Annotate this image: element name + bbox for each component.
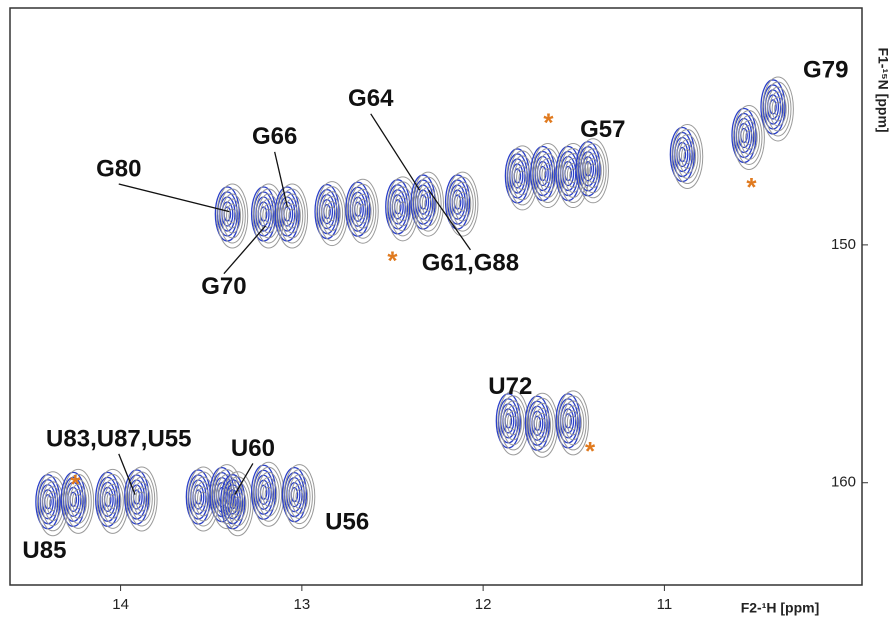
peak-label: G64 bbox=[348, 85, 394, 112]
chart: F2-¹H [ppm] F1-¹⁵N [ppm] 14 13 12 11 150 160 *… bbox=[0, 0, 896, 625]
peak bbox=[496, 391, 528, 455]
peak-label: U85 bbox=[22, 537, 66, 564]
y-tick-label: 160 bbox=[831, 474, 856, 491]
asterisk: * bbox=[543, 108, 554, 138]
peak bbox=[215, 184, 247, 248]
peak bbox=[576, 139, 608, 203]
peak-label: G79 bbox=[803, 57, 848, 84]
plot-frame bbox=[10, 8, 862, 585]
leader-line bbox=[275, 152, 288, 207]
peak-label: U72 bbox=[488, 373, 532, 400]
y-axis-label: F1-¹⁵N [ppm] bbox=[875, 47, 891, 132]
peak bbox=[446, 172, 478, 236]
leader-line bbox=[371, 114, 420, 190]
peak bbox=[96, 469, 128, 533]
asterisk: * bbox=[387, 246, 398, 276]
peak bbox=[346, 179, 378, 243]
peak bbox=[732, 105, 764, 169]
x-tick-label: 11 bbox=[657, 596, 673, 613]
x-tick-label: 13 bbox=[294, 596, 311, 613]
peak-label: G57 bbox=[580, 116, 625, 143]
peak bbox=[761, 77, 793, 141]
peak-label: U60 bbox=[231, 435, 275, 462]
peak bbox=[252, 462, 284, 526]
peak bbox=[315, 182, 347, 246]
peak bbox=[282, 465, 314, 529]
leader-line bbox=[119, 184, 230, 212]
peak bbox=[525, 393, 557, 457]
peak-label: G80 bbox=[96, 155, 141, 182]
peak bbox=[125, 467, 157, 531]
peak-label: U56 bbox=[325, 509, 369, 536]
peak bbox=[670, 125, 702, 189]
x-tick-label: 12 bbox=[475, 596, 492, 613]
asterisk: * bbox=[585, 436, 596, 466]
peak-label: G61,G88 bbox=[422, 249, 519, 276]
leader-line bbox=[224, 226, 266, 274]
peak-label: G66 bbox=[252, 123, 297, 150]
x-tick-label: 14 bbox=[112, 596, 129, 613]
x-axis-label: F2-¹H [ppm] bbox=[741, 600, 820, 616]
asterisk: * bbox=[746, 172, 757, 202]
y-tick-label: 150 bbox=[831, 236, 856, 253]
asterisk: * bbox=[70, 469, 81, 499]
peak-label: G70 bbox=[201, 273, 246, 300]
peak bbox=[556, 391, 588, 455]
peak-label: U83,U87,U55 bbox=[46, 425, 191, 452]
